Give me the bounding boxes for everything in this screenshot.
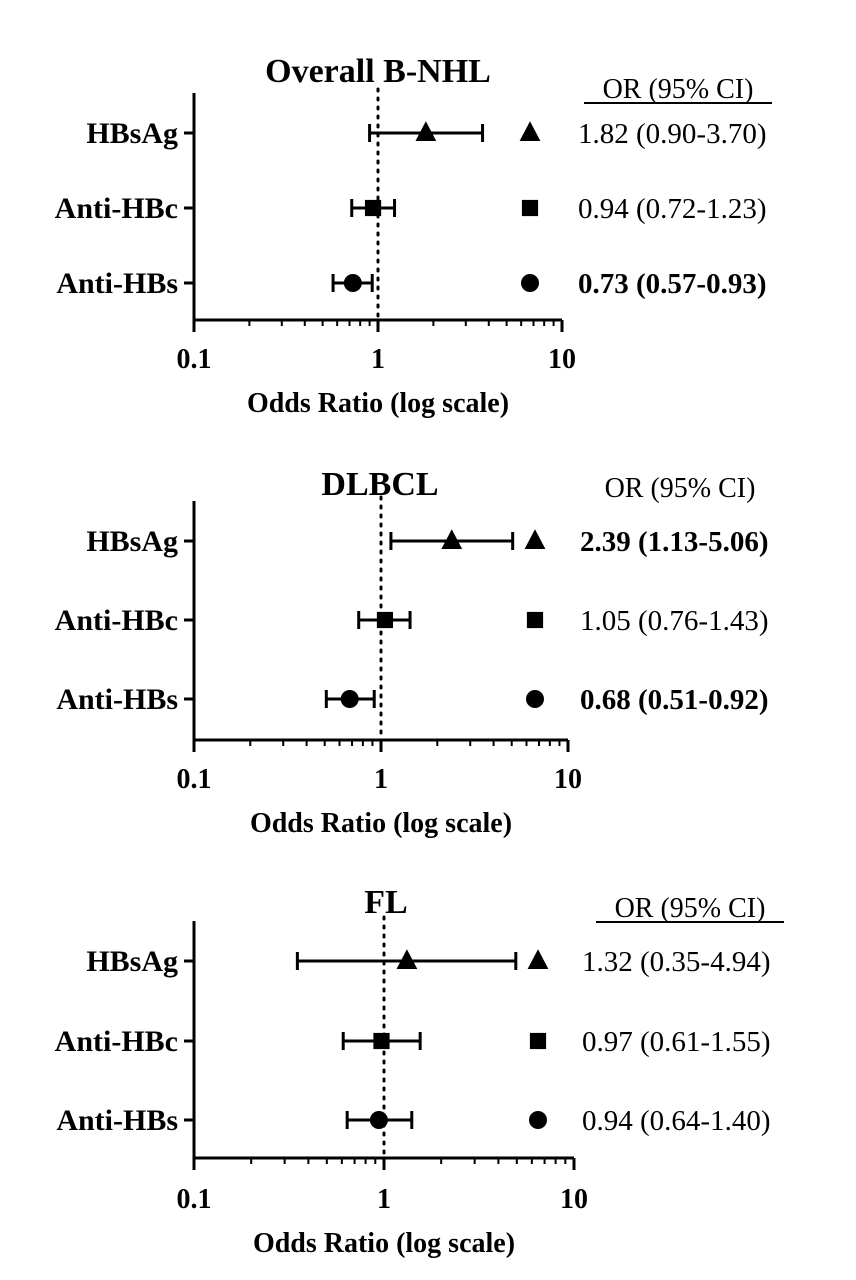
row-label: Anti-HBc [55, 1025, 178, 1058]
or-ci-header: OR (95% CI) [615, 893, 766, 924]
x-axis-label: Odds Ratio (log scale) [250, 808, 512, 839]
point-estimate-square [373, 1032, 390, 1050]
x-tick-label: 10 [554, 764, 582, 795]
or-value-text: 2.39 (1.13-5.06) [580, 526, 768, 558]
data-row: HBsAg 2.39 (1.13-5.06) [86, 525, 768, 558]
row-label: HBsAg [86, 117, 178, 150]
x-tick-label: 10 [548, 344, 576, 375]
legend-marker-triangle [527, 949, 549, 969]
data-row: HBsAg 1.32 (0.35-4.94) [86, 945, 770, 978]
legend-marker-triangle [524, 529, 546, 549]
point-estimate-triangle [415, 121, 437, 141]
x-tick-label: 0.1 [177, 344, 212, 375]
panel-3: FL OR (95% CI) 0.1 1 10 Odds Ratio (log scale… [55, 884, 784, 1259]
x-tick-label: 1 [374, 764, 388, 795]
row-label: Anti-HBs [56, 1104, 178, 1137]
x-tick-label: 0.1 [177, 1184, 212, 1215]
or-value-text: 0.68 (0.51-0.92) [580, 684, 768, 716]
or-ci-header: OR (95% CI) [605, 473, 756, 504]
or-value-text: 1.32 (0.35-4.94) [582, 946, 770, 978]
or-value-text: 0.94 (0.72-1.23) [578, 193, 766, 225]
panel-title: Overall B-NHL [265, 53, 491, 90]
or-value-text: 0.73 (0.57-0.93) [578, 268, 766, 300]
or-value-text: 1.05 (0.76-1.43) [580, 605, 768, 637]
legend-marker-square [529, 1032, 547, 1050]
or-value-text: 1.82 (0.90-3.70) [578, 118, 766, 150]
data-row: HBsAg 1.82 (0.90-3.70) [86, 117, 766, 150]
data-row: Anti-HBs 0.73 (0.57-0.93) [56, 267, 766, 300]
x-tick-label: 10 [560, 1184, 588, 1215]
data-row: Anti-HBc 0.94 (0.72-1.23) [55, 192, 767, 225]
row-label: HBsAg [86, 945, 178, 978]
row-label: HBsAg [86, 525, 178, 558]
point-estimate-square [376, 611, 394, 629]
row-label: Anti-HBs [56, 683, 178, 716]
panel-1: Overall B-NHL OR (95% CI) 0.1 1 10 Odds Ratio… [55, 53, 772, 419]
panel-title: FL [364, 884, 407, 921]
legend-marker-square [526, 611, 544, 629]
point-estimate-circle [369, 1111, 388, 1129]
or-value-text: 0.97 (0.61-1.55) [582, 1026, 770, 1058]
x-tick-label: 0.1 [177, 764, 212, 795]
point-estimate-triangle [441, 529, 463, 549]
legend-marker-triangle [519, 121, 541, 141]
legend-marker-circle [521, 274, 539, 292]
row-label: Anti-HBc [55, 192, 178, 225]
x-axis-label: Odds Ratio (log scale) [247, 388, 509, 419]
or-ci-header: OR (95% CI) [603, 74, 754, 105]
row-label: Anti-HBs [56, 267, 178, 300]
legend-marker-square [521, 199, 539, 217]
point-estimate-triangle [396, 949, 418, 969]
data-row: Anti-HBc 1.05 (0.76-1.43) [55, 604, 769, 637]
data-row: Anti-HBs 0.68 (0.51-0.92) [56, 683, 768, 716]
x-tick-label: 1 [371, 344, 385, 375]
x-axis-label: Odds Ratio (log scale) [253, 1228, 515, 1259]
legend-marker-circle [529, 1111, 547, 1129]
x-tick-label: 1 [377, 1184, 391, 1215]
or-value-text: 0.94 (0.64-1.40) [582, 1105, 770, 1137]
legend-marker-circle [526, 690, 544, 708]
point-estimate-circle [340, 690, 359, 708]
forest-panels: Overall B-NHL OR (95% CI) 0.1 1 10 Odds Ratio… [55, 53, 784, 1259]
point-estimate-circle [343, 274, 362, 292]
data-row: Anti-HBs 0.94 (0.64-1.40) [56, 1104, 770, 1137]
row-label: Anti-HBc [55, 604, 178, 637]
data-row: Anti-HBc 0.97 (0.61-1.55) [55, 1025, 771, 1058]
point-estimate-square [364, 199, 382, 217]
